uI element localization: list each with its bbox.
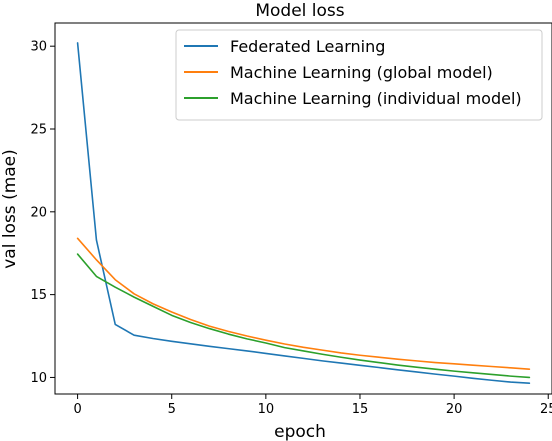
x-tick-label: 15 <box>352 402 369 417</box>
x-tick-label: 20 <box>446 402 463 417</box>
legend-label: Machine Learning (individual model) <box>230 89 522 108</box>
y-tick-label: 30 <box>30 40 47 55</box>
legend-label: Machine Learning (global model) <box>230 63 493 82</box>
chart-title: Model loss <box>255 1 344 21</box>
y-axis: 10 15 20 25 30 <box>30 40 55 386</box>
x-tick-label: 5 <box>168 402 176 417</box>
x-tick-label: 10 <box>258 402 275 417</box>
legend: Federated Learning Machine Learning (glob… <box>175 29 543 121</box>
x-axis: 0 5 10 15 20 25 <box>73 394 552 417</box>
y-tick-label: 20 <box>30 205 47 220</box>
x-tick-label: 0 <box>73 402 81 417</box>
x-tick-label: 25 <box>540 402 552 417</box>
series-line-1 <box>76 42 531 385</box>
y-tick-label: 10 <box>30 371 47 386</box>
legend-label: Federated Learning <box>230 37 385 56</box>
y-tick-label: 25 <box>30 123 47 138</box>
series-line-2 <box>76 237 531 370</box>
x-axis-label: epoch <box>274 422 326 441</box>
series-layer <box>76 42 531 385</box>
y-tick-label: 15 <box>30 288 47 303</box>
legend-box <box>175 29 543 121</box>
series-line-3 <box>76 253 531 379</box>
y-axis-label: val loss (mae) <box>0 149 20 269</box>
plot-frame <box>54 22 552 395</box>
